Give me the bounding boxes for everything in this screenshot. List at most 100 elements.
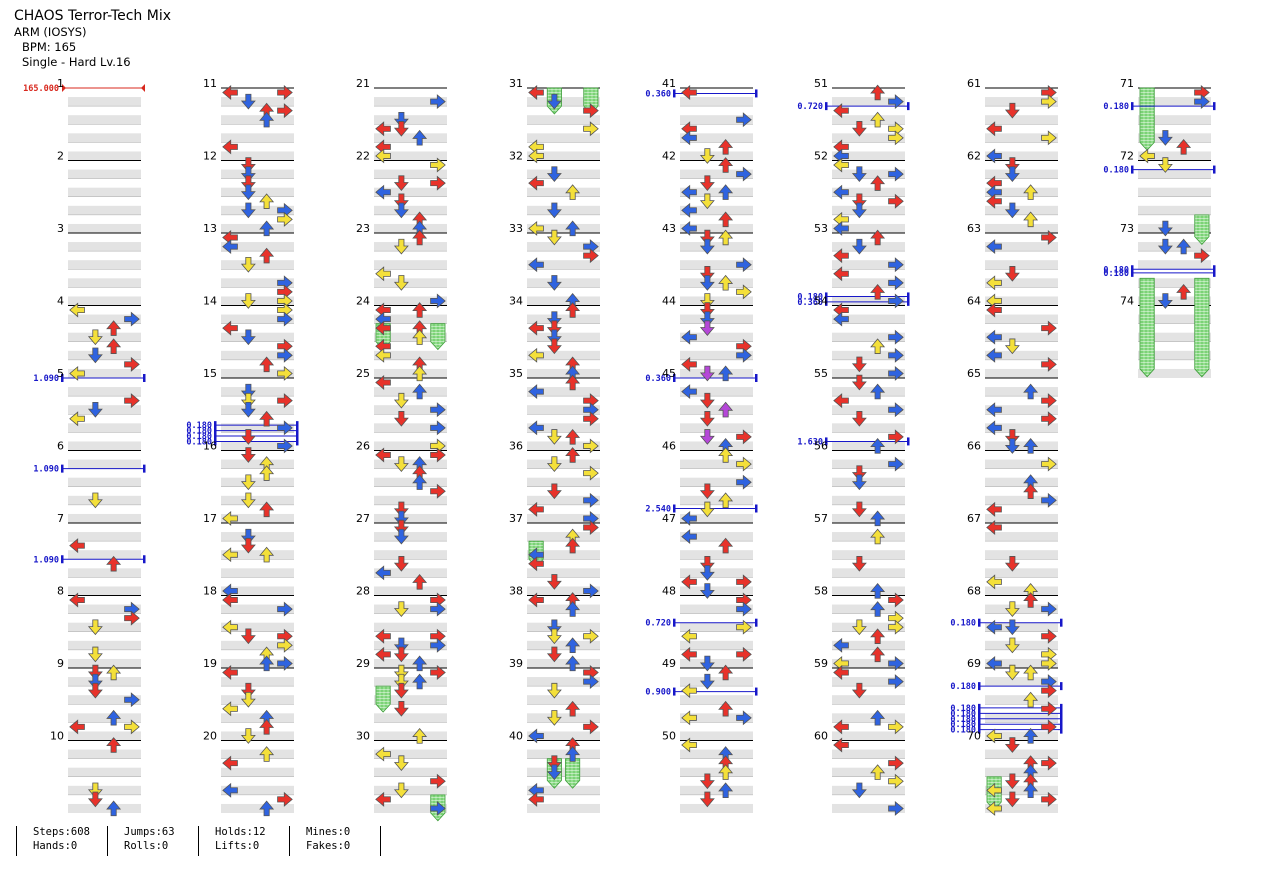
step-arrow	[528, 148, 544, 164]
step-arrow	[851, 411, 867, 427]
beat-band	[221, 640, 294, 650]
step-arrow	[1041, 755, 1057, 771]
beat-band	[68, 133, 141, 143]
bpm-label: 1.090	[33, 555, 59, 565]
beat-band	[985, 785, 1058, 795]
step-arrow	[240, 474, 256, 491]
step-arrow	[699, 293, 715, 309]
step-arrow	[375, 347, 391, 363]
beat-band	[221, 187, 294, 197]
bpm-marker-left	[978, 709, 981, 718]
beat-band	[832, 169, 905, 179]
beat-band	[985, 278, 1058, 288]
beat-band	[374, 459, 447, 469]
step-arrow	[375, 184, 391, 200]
step-arrow	[546, 329, 562, 346]
step-arrow	[565, 428, 581, 445]
beat-band	[374, 115, 447, 125]
step-arrow	[240, 628, 256, 645]
measure-number: 1	[57, 77, 64, 90]
step-arrow	[240, 93, 256, 110]
step-arrow	[1004, 438, 1020, 454]
measure-number: 63	[967, 222, 981, 235]
step-arrow	[699, 365, 715, 382]
step-arrow	[240, 256, 256, 273]
beat-band	[1138, 350, 1211, 360]
step-arrow	[546, 229, 562, 246]
beat-band	[221, 803, 294, 813]
measure-number: 53	[814, 222, 828, 235]
step-arrow	[851, 238, 867, 255]
beat-band	[832, 296, 905, 306]
beat-band	[832, 785, 905, 795]
step-arrow	[851, 374, 867, 391]
step-arrow	[240, 429, 256, 445]
beat-band	[374, 622, 447, 632]
step-arrow	[1194, 94, 1210, 110]
hold-note	[430, 323, 446, 351]
step-arrow	[430, 293, 446, 309]
measure-number: 12	[203, 150, 217, 163]
step-arrow	[277, 211, 293, 227]
bpm-marker-left	[61, 374, 64, 382]
measure-block	[832, 377, 905, 451]
step-arrow	[736, 166, 752, 182]
step-arrow	[412, 365, 428, 382]
step-arrow	[986, 175, 1002, 191]
beat-band	[832, 423, 905, 433]
step-arrow	[1004, 338, 1020, 355]
beat-band	[527, 350, 600, 360]
step-arrow	[124, 356, 140, 372]
step-arrow	[546, 646, 562, 663]
measure-number: 44	[662, 295, 676, 308]
step-arrow	[718, 138, 734, 155]
step-arrow	[259, 247, 275, 264]
step-arrow	[393, 275, 409, 291]
step-arrow	[1023, 383, 1039, 400]
step-arrow	[833, 302, 849, 318]
measure-number: 16	[203, 440, 217, 453]
bpm-marker-right	[143, 555, 146, 564]
bpm-label: 0.180	[186, 437, 212, 447]
beat-band	[832, 658, 905, 668]
beat-band	[680, 278, 753, 288]
step-arrow	[393, 701, 409, 717]
measure-block	[68, 377, 141, 451]
beat-band	[68, 477, 141, 487]
beat-band	[985, 658, 1058, 668]
step-arrow	[1041, 94, 1057, 110]
measure-block	[68, 740, 141, 813]
step-arrow	[393, 501, 409, 518]
beat-band	[1138, 187, 1211, 197]
beat-band	[68, 495, 141, 505]
song-title: CHAOS Terror-Tech Mix	[14, 8, 171, 24]
step-arrow	[1023, 438, 1039, 454]
beat-band	[374, 550, 447, 560]
beat-band	[832, 314, 905, 324]
beat-band	[374, 477, 447, 487]
beat-band	[221, 695, 294, 705]
step-arrow	[69, 411, 85, 427]
step-arrow	[870, 338, 886, 354]
beat-band	[527, 260, 600, 270]
measure-number: 13	[203, 222, 217, 235]
beat-band	[68, 387, 141, 397]
step-arrow	[718, 274, 734, 291]
step-arrow	[375, 121, 391, 137]
step-arrow	[240, 682, 256, 699]
beat-band	[221, 423, 294, 433]
step-arrow	[681, 184, 697, 200]
beat-band	[1138, 97, 1211, 107]
step-arrow	[412, 229, 428, 246]
step-arrow	[259, 465, 275, 481]
step-arrow	[718, 782, 734, 799]
beat-band	[68, 803, 141, 813]
bpm-marker-left	[978, 720, 981, 729]
measure-block	[68, 450, 141, 523]
measure-block	[985, 160, 1058, 233]
step-arrow	[546, 338, 562, 355]
step-arrow	[1041, 683, 1057, 699]
step-arrow	[69, 592, 85, 608]
step-arrow	[1139, 148, 1155, 164]
bpm-marker-left	[673, 374, 676, 382]
